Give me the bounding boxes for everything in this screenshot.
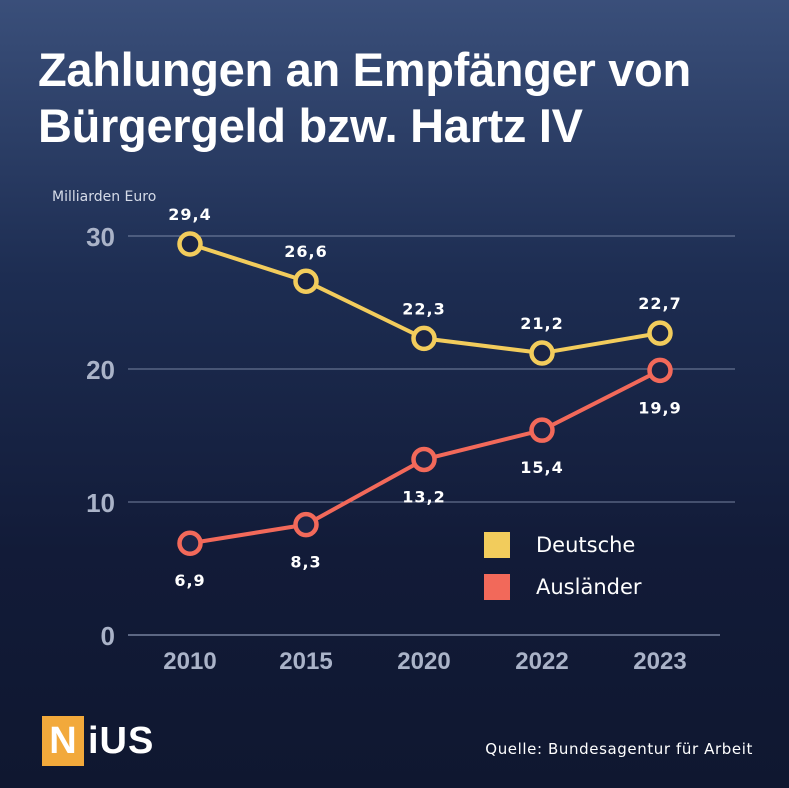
data-label-deutsche-2020: 22,3 — [402, 299, 445, 318]
y-tick-10: 10 — [86, 488, 115, 518]
y-tick-30: 30 — [86, 222, 115, 252]
data-label-deutsche-2023: 22,7 — [638, 294, 681, 313]
legend-swatch-auslaender — [484, 574, 510, 600]
data-point-deutsche-2020 — [411, 325, 437, 352]
logo-box: N — [42, 716, 84, 766]
y-axis-label: Milliarden Euro — [52, 189, 156, 205]
x-tick-2020: 2020 — [397, 648, 450, 675]
chart-title: Zahlungen an Empfänger von Bürgergeld bz… — [38, 42, 778, 154]
data-label-deutsche-2015: 26,6 — [284, 242, 327, 261]
data-label-auslaender-2023: 19,9 — [638, 398, 681, 417]
data-point-deutsche-2023 — [647, 320, 673, 346]
x-tick-2022: 2022 — [515, 648, 568, 675]
legend-label-auslaender: Ausländer — [536, 575, 642, 599]
data-label-auslaender-2022: 15,4 — [520, 458, 563, 477]
x-tick-2023: 2023 — [633, 648, 686, 675]
data-point-deutsche-2015 — [293, 268, 319, 294]
legend-swatch-deutsche — [484, 532, 510, 558]
data-point-auslaender-2022 — [529, 417, 555, 443]
data-label-auslaender-2010: 6,9 — [174, 571, 205, 590]
y-tick-20: 20 — [86, 355, 115, 385]
nius-logo: N iUS — [42, 716, 154, 766]
data-label-auslaender-2020: 13,2 — [402, 487, 445, 506]
legend-label-deutsche: Deutsche — [536, 533, 636, 557]
y-tick-0: 0 — [101, 621, 115, 651]
source-note: Quelle: Bundesagentur für Arbeit — [485, 740, 753, 758]
data-point-deutsche-2010 — [177, 231, 203, 257]
legend: Deutsche Ausländer — [484, 528, 642, 612]
data-point-auslaender-2023 — [647, 357, 673, 384]
data-label-deutsche-2022: 21,2 — [520, 314, 563, 333]
legend-item-auslaender: Ausländer — [484, 570, 642, 604]
logo-text: iUS — [88, 719, 155, 762]
data-point-auslaender-2020 — [411, 446, 437, 473]
x-tick-2010: 2010 — [163, 648, 216, 675]
data-point-deutsche-2022 — [529, 340, 555, 366]
logo-letter: N — [49, 719, 77, 762]
data-label-deutsche-2010: 29,4 — [168, 205, 211, 224]
data-point-auslaender-2010 — [177, 530, 203, 556]
data-label-auslaender-2015: 8,3 — [290, 553, 321, 572]
legend-item-deutsche: Deutsche — [484, 528, 642, 562]
title-line-2: Bürgergeld bzw. Hartz IV — [38, 99, 583, 152]
data-point-auslaender-2015 — [293, 511, 319, 538]
x-tick-2015: 2015 — [279, 648, 332, 675]
title-line-1: Zahlungen an Empfänger von — [38, 43, 691, 96]
